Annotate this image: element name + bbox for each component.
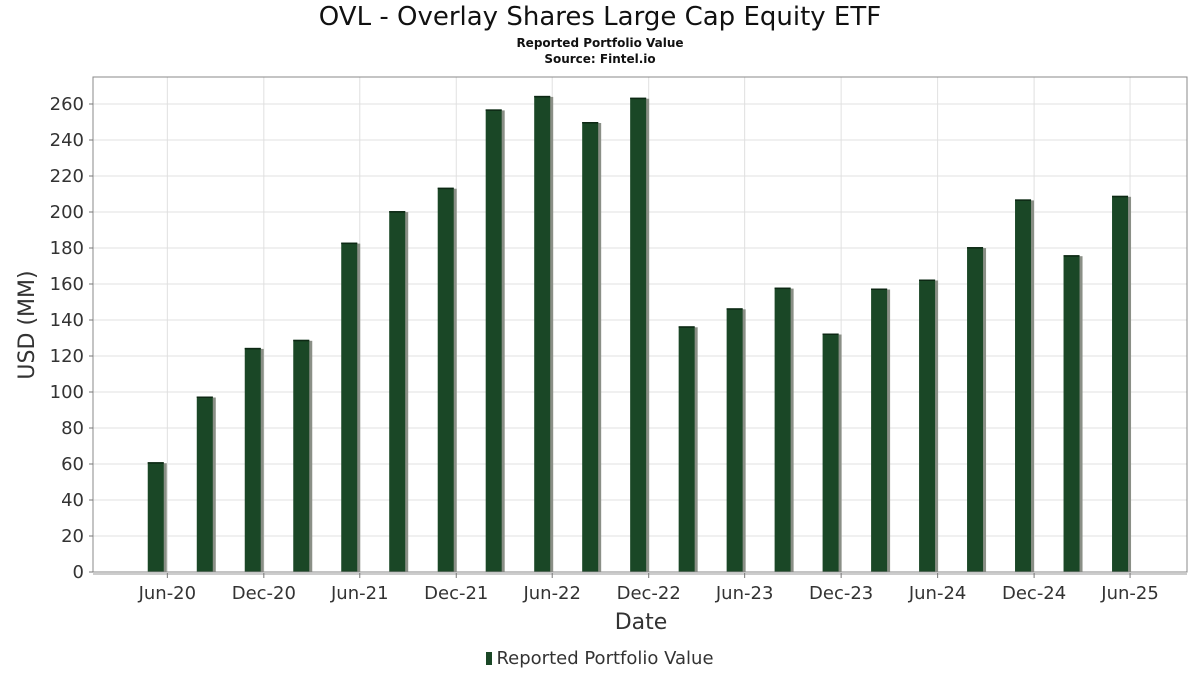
bar <box>437 187 454 572</box>
bar-top-edge <box>582 122 599 124</box>
bar <box>1112 195 1129 573</box>
y-tick-label: 60 <box>61 454 84 475</box>
bar-top-edge <box>389 211 406 213</box>
bar-top-edge <box>147 462 164 464</box>
y-tick-label: 40 <box>61 490 84 511</box>
bar-top-edge <box>293 339 310 342</box>
bar-top-edge <box>485 109 502 111</box>
bar-top-edge <box>967 247 984 249</box>
legend-label: Reported Portfolio Value <box>496 648 714 669</box>
x-tick-label: Jun-24 <box>908 583 967 604</box>
bar <box>1063 255 1080 572</box>
bar <box>244 347 261 572</box>
x-tick-label: Jun-20 <box>138 583 197 604</box>
bar <box>774 287 791 572</box>
y-tick-label: 0 <box>73 562 84 583</box>
y-tick-label: 260 <box>50 94 84 115</box>
bar-top-edge <box>341 242 358 245</box>
chart-title: OVL - Overlay Shares Large Cap Equity ET… <box>318 2 882 32</box>
y-tick-label: 180 <box>50 238 84 259</box>
chart-subtitle: Reported Portfolio Value <box>516 36 684 50</box>
x-tick-label: Jun-21 <box>330 583 389 604</box>
x-tick-label: Dec-24 <box>1002 583 1066 604</box>
y-tick-label: 120 <box>50 346 84 367</box>
bar <box>630 97 647 572</box>
x-tick-label: Dec-23 <box>809 583 873 604</box>
bar-top-edge <box>437 187 454 190</box>
bar-top-edge <box>919 279 936 281</box>
bar <box>919 279 936 572</box>
x-axis-title: Date <box>615 610 668 635</box>
bar <box>534 95 551 573</box>
bar-top-edge <box>196 396 213 398</box>
x-axis-ticks: Jun-20 Dec-20 Jun-21 Dec-21 Jun-22 Dec-22 Jun-… <box>138 573 1159 604</box>
bar <box>341 242 358 572</box>
bar <box>678 326 695 572</box>
bar <box>389 211 406 572</box>
bar <box>1015 199 1032 572</box>
bar <box>293 339 310 572</box>
bar <box>147 462 164 572</box>
y-tick-label: 80 <box>61 418 84 439</box>
y-axis-title: USD (MM) <box>15 270 40 379</box>
bar-top-edge <box>678 326 695 328</box>
bar <box>726 308 743 572</box>
legend-swatch <box>486 652 493 665</box>
bar-top-edge <box>1063 255 1080 257</box>
bar-top-edge <box>822 333 839 335</box>
bar-top-edge <box>871 288 888 290</box>
y-tick-label: 20 <box>61 526 84 547</box>
bar-top-edge <box>534 95 551 98</box>
x-tick-label: Jun-22 <box>522 583 581 604</box>
plot-border <box>92 76 1188 573</box>
chart-source: Source: Fintel.io <box>544 52 656 66</box>
x-tick-label: Dec-22 <box>617 583 681 604</box>
bars <box>147 95 1132 573</box>
bar-top-edge <box>774 287 791 290</box>
bar-top-edge <box>630 97 647 100</box>
bar <box>485 109 502 573</box>
y-tick-label: 220 <box>50 166 84 187</box>
x-tick-label: Jun-25 <box>1100 583 1159 604</box>
x-tick-label: Dec-20 <box>232 583 296 604</box>
bar <box>871 288 888 572</box>
y-tick-label: 200 <box>50 202 84 223</box>
y-tick-label: 240 <box>50 130 84 151</box>
plot-frame <box>92 76 1188 575</box>
bar-top-edge <box>726 308 743 310</box>
y-axis-ticks: 0 20 40 60 80 100 120 140 160 180 200 220 240 260 <box>50 94 93 583</box>
legend: Reported Portfolio Value <box>0 648 1200 669</box>
bar-top-edge <box>1112 195 1129 198</box>
y-tick-label: 160 <box>50 274 84 295</box>
bar-top-edge <box>1015 199 1032 201</box>
bar-top-edge <box>244 347 261 350</box>
bar <box>582 122 599 572</box>
y-tick-label: 140 <box>50 310 84 331</box>
y-tick-label: 100 <box>50 382 84 403</box>
bar <box>822 333 839 572</box>
x-tick-label: Jun-23 <box>715 583 774 604</box>
x-tick-label: Dec-21 <box>424 583 488 604</box>
bar <box>967 247 984 572</box>
bar <box>196 396 213 572</box>
